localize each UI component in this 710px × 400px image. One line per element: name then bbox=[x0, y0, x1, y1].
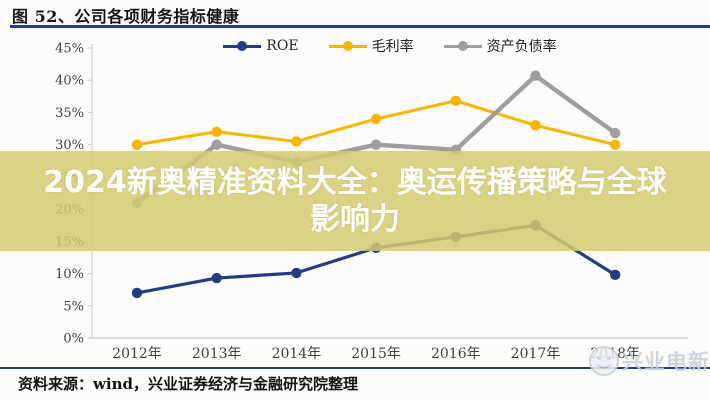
figure-title: 图 52、公司各项财务指标健康 bbox=[12, 7, 240, 26]
data-point bbox=[131, 287, 143, 299]
watermark: 兴业电新 bbox=[588, 340, 710, 382]
wechat-logo-icon bbox=[588, 345, 620, 377]
y-tick-label: 40% bbox=[55, 74, 84, 89]
data-point bbox=[610, 127, 621, 139]
legend-label: 资产负债率 bbox=[486, 39, 557, 55]
data-point bbox=[370, 113, 382, 125]
legend-marker-icon bbox=[223, 40, 262, 52]
y-tick-label: 5% bbox=[63, 299, 84, 314]
legend-marker-icon bbox=[328, 40, 367, 52]
data-point bbox=[291, 136, 302, 147]
y-tick-label: 10% bbox=[55, 267, 84, 282]
chart-legend: ROE 毛利率 资产负债率 bbox=[92, 36, 688, 56]
footer-divider bbox=[0, 367, 710, 369]
x-tick-label: 2013年 bbox=[192, 346, 242, 362]
legend-label: ROE bbox=[266, 38, 299, 54]
data-point bbox=[211, 139, 222, 150]
data-point bbox=[370, 139, 382, 150]
title-divider bbox=[10, 25, 710, 28]
data-point bbox=[530, 120, 541, 131]
x-tick-label: 2012年 bbox=[112, 346, 162, 362]
data-point bbox=[131, 139, 143, 150]
promo-overlay-banner[interactable]: 2024新奥精准资料大全：奥运传播策略与全球 影响力 bbox=[0, 151, 710, 251]
y-tick-label: 35% bbox=[55, 106, 84, 121]
legend-item-2: 资产负债率 bbox=[443, 36, 557, 56]
legend-label: 毛利率 bbox=[371, 39, 414, 55]
y-tick-label: 0% bbox=[63, 332, 84, 347]
x-tick-label: 2017年 bbox=[511, 346, 561, 362]
data-point bbox=[610, 139, 621, 150]
data-point bbox=[530, 70, 541, 81]
y-tick-label: 30% bbox=[55, 138, 84, 153]
legend-marker-icon bbox=[443, 40, 482, 52]
data-point bbox=[211, 272, 222, 284]
data-point bbox=[610, 269, 621, 281]
x-tick-label: 2015年 bbox=[351, 346, 401, 362]
legend-item-1: 毛利率 bbox=[328, 36, 414, 56]
data-point bbox=[291, 267, 302, 279]
y-tick-label: 45% bbox=[55, 42, 84, 57]
data-point bbox=[211, 126, 222, 137]
data-point bbox=[450, 95, 461, 107]
source-note: 资料来源：wind，兴业证券经济与金融研究院整理 bbox=[18, 375, 359, 393]
watermark-text: 兴业电新 bbox=[622, 349, 710, 374]
promo-overlay-text: 2024新奥精准资料大全：奥运传播策略与全球 影响力 bbox=[43, 164, 667, 238]
x-tick-label: 2014年 bbox=[272, 346, 322, 362]
legend-item-0: ROE bbox=[223, 38, 299, 54]
x-tick-label: 2016年 bbox=[431, 346, 481, 362]
